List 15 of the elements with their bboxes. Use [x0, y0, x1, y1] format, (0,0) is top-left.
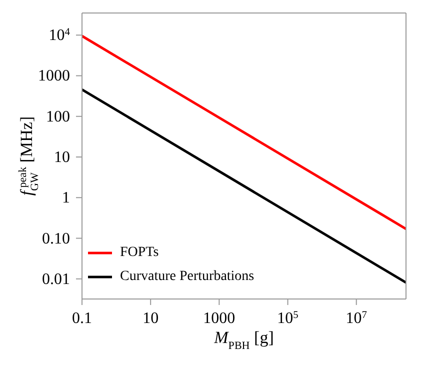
legend-label: FOPTs — [120, 245, 159, 261]
y-tick-label: 0.01 — [42, 270, 70, 288]
x-tick-label: 1000 — [203, 310, 236, 327]
y-tick-label: 10$^{4}$ — [48, 26, 71, 44]
y-tick-label: 0.10 — [42, 230, 70, 248]
x-tick-label: 10$^{7}$ — [346, 310, 367, 327]
y-tick-label: 100 — [46, 108, 70, 126]
x-tick-label: 0.1 — [72, 310, 92, 327]
legend-label: Curvature Perturbations — [120, 269, 254, 285]
y-tick-label: 1 — [62, 190, 70, 207]
x-tick-label: 10$^{5}$ — [277, 310, 298, 327]
y-tick-label: 10 — [54, 149, 70, 166]
x-axis-title: M$_{PBH}$ [g] — [213, 328, 274, 352]
x-tick-label: 10 — [142, 310, 159, 327]
y-tick-label: 1000 — [38, 68, 70, 85]
